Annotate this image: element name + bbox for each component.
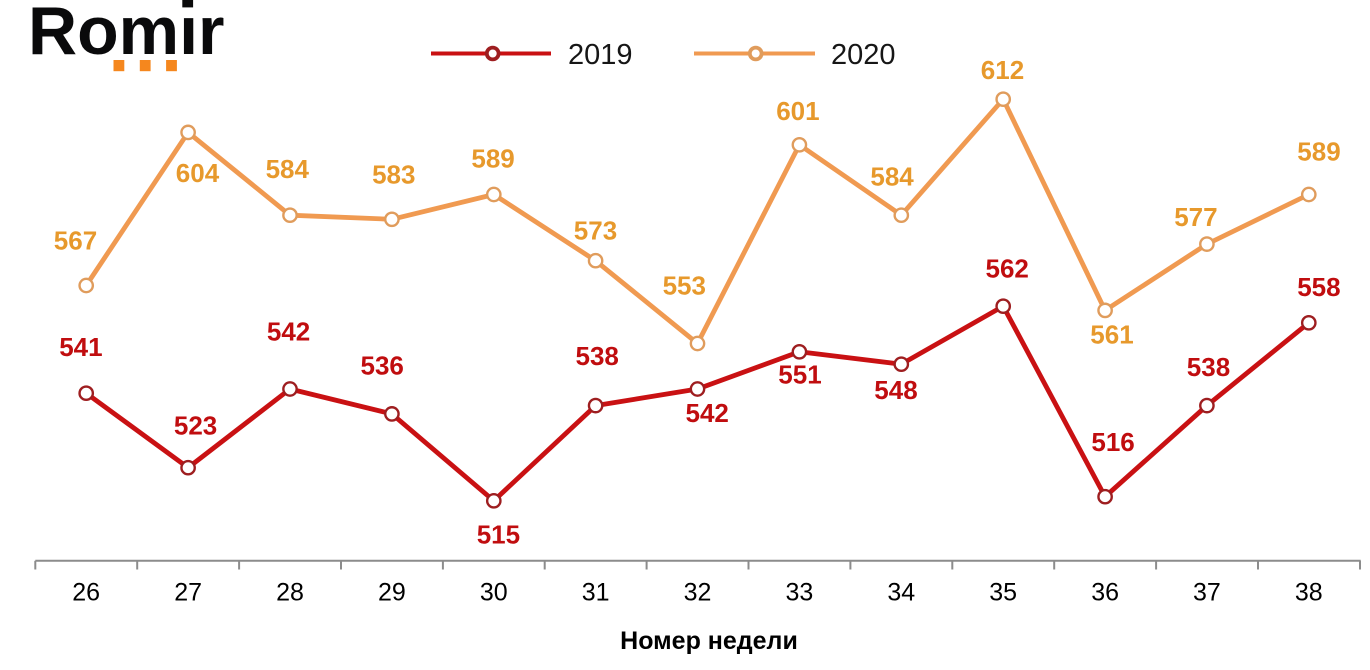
- svg-text:2019: 2019: [568, 39, 633, 71]
- svg-text:27: 27: [174, 579, 202, 607]
- svg-text:577: 577: [1174, 202, 1217, 232]
- svg-text:37: 37: [1193, 579, 1221, 607]
- svg-text:542: 542: [686, 398, 729, 428]
- svg-text:548: 548: [874, 375, 917, 405]
- svg-text:538: 538: [1187, 352, 1230, 382]
- svg-text:536: 536: [361, 350, 404, 380]
- svg-text:516: 516: [1091, 427, 1134, 457]
- svg-text:538: 538: [576, 341, 619, 371]
- svg-text:36: 36: [1091, 579, 1119, 607]
- svg-text:541: 541: [59, 332, 102, 362]
- svg-text:Номер недели: Номер недели: [620, 627, 798, 655]
- svg-text:31: 31: [582, 579, 610, 607]
- svg-text:612: 612: [981, 55, 1024, 85]
- svg-text:2020: 2020: [831, 39, 896, 71]
- svg-text:558: 558: [1297, 272, 1340, 302]
- svg-text:35: 35: [989, 579, 1017, 607]
- svg-text:601: 601: [776, 96, 819, 126]
- svg-text:584: 584: [266, 154, 310, 184]
- svg-text:30: 30: [480, 579, 508, 607]
- svg-text:567: 567: [54, 226, 97, 256]
- svg-text:26: 26: [72, 579, 100, 607]
- svg-text:34: 34: [887, 579, 915, 607]
- svg-text:583: 583: [372, 159, 415, 189]
- svg-text:562: 562: [986, 254, 1029, 284]
- svg-text:33: 33: [785, 579, 813, 607]
- svg-text:584: 584: [870, 162, 914, 192]
- svg-text:Romır: Romır: [28, 0, 224, 69]
- svg-text:589: 589: [471, 143, 514, 173]
- svg-text:589: 589: [1297, 136, 1340, 166]
- svg-text:29: 29: [378, 579, 406, 607]
- svg-text:32: 32: [684, 579, 712, 607]
- svg-text:515: 515: [477, 520, 520, 550]
- svg-text:573: 573: [574, 215, 617, 245]
- svg-text:553: 553: [663, 270, 706, 300]
- svg-text:38: 38: [1295, 579, 1323, 607]
- svg-text:604: 604: [176, 158, 220, 188]
- svg-text:523: 523: [174, 411, 217, 441]
- svg-text:551: 551: [778, 359, 821, 389]
- svg-text:28: 28: [276, 579, 304, 607]
- svg-text:561: 561: [1090, 319, 1133, 349]
- svg-text:542: 542: [267, 316, 310, 346]
